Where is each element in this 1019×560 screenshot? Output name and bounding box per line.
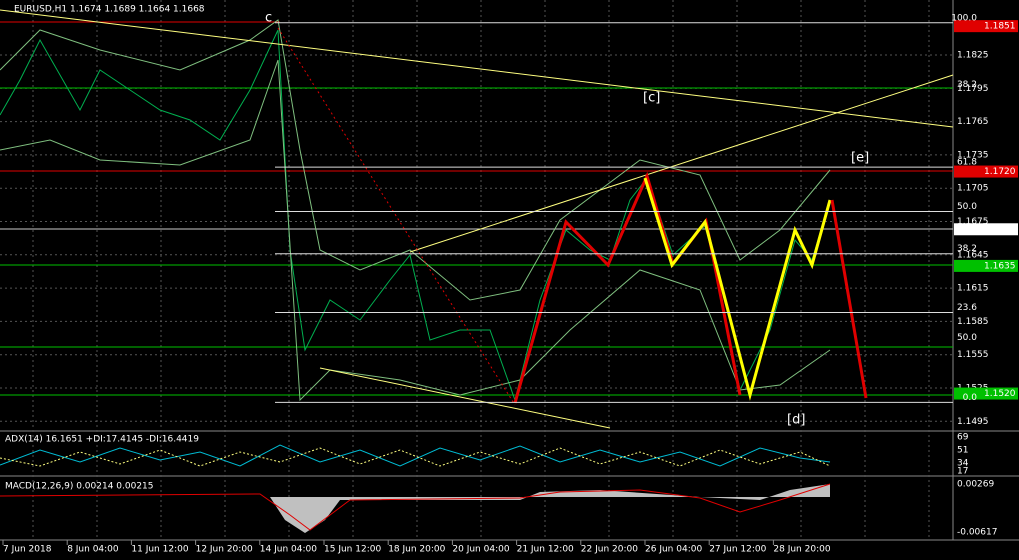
- adx-tick-label: 34: [957, 459, 969, 469]
- price-tick-label: 1.1615: [957, 284, 989, 294]
- band-upper: [0, 19, 831, 301]
- zigzag-red: [830, 199, 868, 399]
- symbol-header: EURUSD,H1 1.1674 1.1689 1.1664 1.1668: [14, 5, 205, 15]
- time-label: 21 Jun 12:00: [517, 545, 574, 555]
- time-label: 8 Jun 04:00: [67, 545, 119, 555]
- time-label: 20 Jun 04:00: [452, 545, 509, 555]
- price-tick-label: 1.1735: [957, 150, 989, 160]
- adx-tick-label: 69: [957, 433, 969, 443]
- time-label: 22 Jun 20:00: [581, 545, 638, 555]
- price-tick-label: 1.1585: [957, 317, 989, 327]
- price-marker-label: 1.1851: [984, 22, 1016, 32]
- wave-label: [d]: [787, 413, 805, 428]
- zigzag-yellow: [643, 177, 832, 401]
- wave-label: [e]: [851, 151, 869, 166]
- adx-tick-label: 17: [957, 467, 968, 477]
- price-marker: [954, 259, 1018, 272]
- price-tick-label: 1.1795: [957, 84, 989, 94]
- trend-line: [409, 74, 954, 253]
- adx-tick-label: 51: [957, 446, 968, 456]
- fib-label: 38.2: [957, 80, 977, 90]
- time-label: 14 Jun 04:00: [260, 545, 317, 555]
- fib-label: 23.6: [957, 303, 977, 313]
- fib-label: 61.8: [957, 158, 977, 168]
- price-tick-label: 1.1675: [957, 217, 989, 227]
- drawings: [0, 9, 954, 533]
- time-label: 28 Jun 20:00: [773, 545, 830, 555]
- di-line: [0, 447, 831, 467]
- time-label: 12 Jun 20:00: [196, 545, 253, 555]
- fib-label: 50.0: [957, 202, 977, 212]
- price-marker: [954, 20, 1018, 33]
- price-marker-label: 1.1635: [984, 261, 1016, 271]
- price-marker-label: 1.1720: [984, 167, 1016, 177]
- adx-header: ADX(14) 16.1651 +DI:17.4145 -DI:16.4419: [5, 435, 199, 445]
- price-tick-label: 1.1495: [957, 417, 989, 427]
- band-lower: [0, 59, 831, 402]
- price-tick-label: 1.1555: [957, 350, 989, 360]
- time-label: 26 Jun 04:00: [645, 545, 702, 555]
- wave-label: [c]: [643, 91, 660, 106]
- macd-signal: [0, 483, 831, 531]
- wave-link: [277, 27, 516, 406]
- price-tick-label: 1.1825: [957, 51, 989, 61]
- price-marker: [954, 387, 1018, 400]
- time-label: 15 Jun 12:00: [324, 545, 381, 555]
- price-marker-label: 1.1668: [984, 225, 1016, 235]
- time-label: 7 Jun 2018: [3, 545, 52, 555]
- time-label: 27 Jun 12:00: [709, 545, 766, 555]
- time-label: 11 Jun 12:00: [131, 545, 188, 555]
- price-tick-label: 1.1765: [957, 117, 989, 127]
- fib-label: 38.2: [957, 244, 977, 254]
- macd-tick-label: 0.00269: [957, 480, 994, 490]
- price-marker: [954, 165, 1018, 178]
- price-marker: [954, 223, 1018, 236]
- time-label: 18 Jun 20:00: [388, 545, 445, 555]
- trend-line: [319, 367, 611, 429]
- fib-label: 100.0: [951, 13, 977, 23]
- price-marker-label: 1.1520: [984, 389, 1016, 399]
- wave-label: c: [265, 11, 272, 26]
- fib-label: 50.0: [957, 333, 977, 343]
- price-tick-label: 1.1705: [957, 184, 989, 194]
- fib-label: 0.0: [963, 393, 978, 403]
- macd-histogram: [0, 484, 830, 533]
- price-tick-label: 1.1645: [957, 250, 989, 260]
- macd-header: MACD(12,26,9) 0.00214 0.00215: [5, 482, 154, 492]
- macd-tick-label: -0.00617: [957, 528, 997, 538]
- trend-line: [0, 9, 954, 128]
- price-path: [0, 29, 831, 402]
- adx-line: [0, 444, 831, 467]
